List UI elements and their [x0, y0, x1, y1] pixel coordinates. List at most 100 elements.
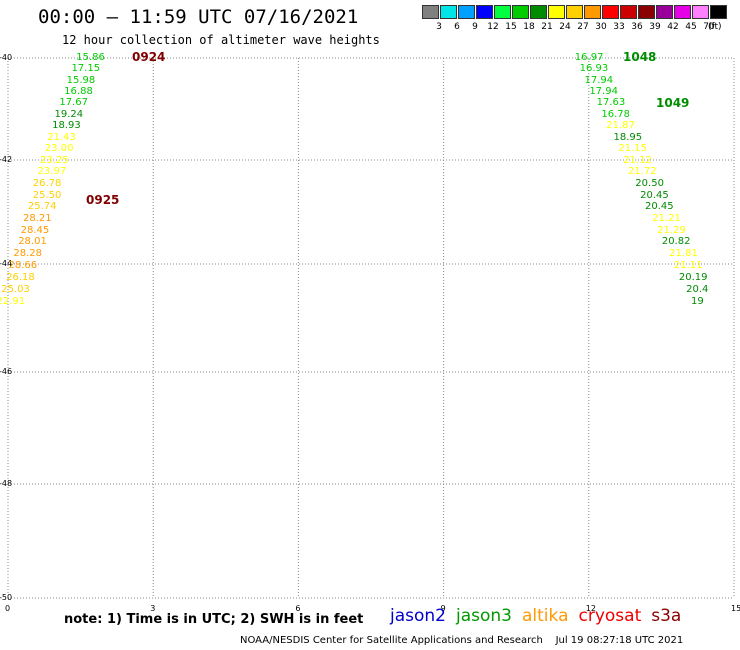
scale-tick-label: 21	[541, 22, 553, 32]
swh-value-label: 17.94	[584, 74, 614, 86]
scale-swatch	[458, 5, 475, 19]
scale-swatch	[440, 5, 457, 19]
satellite-legend-item: altika	[522, 606, 569, 626]
swh-value-label: 20.19	[678, 272, 708, 284]
satellite-legend-item: jason2	[390, 606, 446, 626]
swh-value-label: 23.97	[37, 166, 67, 178]
scale-unit-label: (ft)	[708, 22, 722, 32]
latitude-tick-label: -40	[0, 53, 13, 62]
pass-time-label: 1048	[623, 50, 657, 64]
pass-time-label: 1049	[656, 96, 690, 110]
satellite-legend-item: cryosat	[578, 606, 642, 626]
swh-value-label: 16.78	[601, 109, 631, 121]
scale-tick-label: 36	[631, 22, 643, 32]
swh-value-label: 26.78	[32, 177, 62, 189]
longitude-tick-label: 9	[440, 604, 446, 613]
scale-tick-label: 12	[487, 22, 499, 32]
swh-value-label: 17.94	[589, 86, 618, 98]
swh-value-label: 20.82	[661, 236, 691, 248]
scale-swatch	[620, 5, 637, 19]
swh-value-label: 16.97	[574, 52, 604, 63]
swh-value-label: 22.91	[0, 296, 26, 308]
latitude-tick-label: -42	[0, 155, 13, 164]
credit-line: NOAA/NESDIS Center for Satellite Applica…	[240, 635, 684, 646]
swh-value-label: 26.18	[6, 272, 35, 284]
latitude-tick-label: -46	[0, 367, 13, 376]
satellite-legend-item: jason3	[456, 606, 512, 626]
longitude-tick-label: 0	[5, 604, 11, 613]
swh-value-label: 23.25	[39, 155, 69, 167]
map-title: 00:00 — 11:59 UTC 07/16/2021	[38, 6, 359, 28]
map-subtitle: 12 hour collection of altimeter wave hei…	[62, 33, 380, 47]
scale-tick-label: 15	[505, 22, 517, 32]
swh-value-label: 20.50	[635, 177, 664, 189]
pass-time-label: 0925	[86, 193, 120, 207]
scale-swatch	[494, 5, 511, 19]
swh-value-label: 28.21	[23, 213, 52, 225]
scale-tick-label: 45	[685, 22, 697, 32]
longitude-tick-label: 15	[731, 604, 740, 613]
latitude-tick-label: -44	[0, 259, 13, 268]
scale-tick-label: 70	[703, 22, 715, 32]
swh-value-label: 18.93	[52, 120, 81, 132]
longitude-tick-label: 6	[295, 604, 301, 613]
swh-value-label: 17.67	[59, 97, 88, 109]
swh-value-label: 18.95	[613, 132, 643, 144]
scale-tick-label: 3	[436, 22, 442, 32]
swh-value-label: 28.28	[13, 248, 42, 260]
swh-value-label: 25.74	[27, 201, 57, 213]
swh-value-label: 28.01	[18, 236, 47, 248]
swh-value-label: 21.21	[652, 213, 681, 225]
swh-value-label: 20.45	[640, 189, 669, 201]
scale-tick-label: 18	[523, 22, 535, 32]
swh-value-label: 21.43	[47, 132, 76, 144]
longitude-tick-label: 3	[150, 604, 156, 613]
swh-value-label: 21.29	[657, 224, 686, 236]
pass-time-label: 0924	[132, 50, 166, 64]
scale-swatch	[530, 5, 547, 19]
swh-value-label: 15.98	[66, 74, 96, 86]
footnote: note: 1) Time is in UTC; 2) SWH is in fe…	[64, 612, 364, 627]
scale-swatch	[476, 5, 493, 19]
swh-value-label: 16.88	[64, 86, 93, 98]
satellite-legend: jason2 jason3 altika cryosat s3a	[390, 606, 691, 626]
swh-value-label: 17.15	[71, 63, 101, 75]
swh-value-label: 21.15	[618, 143, 647, 155]
swh-value-label: 25.03	[1, 283, 30, 295]
scale-tick-label: 30	[595, 22, 607, 32]
swh-value-label: 21.72	[628, 166, 657, 178]
swh-value-label: 20.4	[686, 283, 709, 295]
swh-value-label: 21.11	[674, 259, 703, 271]
swh-value-label: 21.81	[669, 248, 698, 260]
scale-swatch	[584, 5, 601, 19]
scale-swatch	[548, 5, 565, 19]
swh-value-label: 28.66	[8, 259, 38, 271]
swh-value-label: 25.50	[32, 189, 62, 201]
swh-value-label: 19	[690, 296, 704, 308]
scale-tick-label: 27	[577, 22, 589, 32]
scale-swatch	[710, 5, 727, 19]
scale-swatch	[674, 5, 691, 19]
longitude-tick-label: 12	[585, 604, 596, 613]
scale-tick-label: 39	[649, 22, 661, 32]
latitude-tick-label: -48	[0, 479, 13, 488]
satellite-legend-item: s3a	[651, 606, 682, 626]
scale-swatch	[692, 5, 709, 19]
swh-value-label: 21.87	[606, 120, 635, 132]
scale-tick-label: 42	[667, 22, 679, 32]
scale-swatch	[566, 5, 583, 19]
scale-swatch	[602, 5, 619, 19]
scale-tick-label: 9	[472, 22, 478, 32]
scale-swatch	[656, 5, 673, 19]
scale-tick-label: 24	[559, 22, 571, 32]
swh-value-label: 16.93	[579, 63, 609, 75]
swh-value-label: 17.63	[596, 97, 626, 109]
swh-value-label: 20.45	[644, 201, 674, 213]
scale-swatch	[638, 5, 655, 19]
scale-tick-label: 6	[454, 22, 460, 32]
scale-tick-label: 33	[613, 22, 625, 32]
latitude-tick-label: -50	[0, 593, 13, 602]
swh-value-label: 21.12	[623, 155, 652, 167]
swh-value-label: 19.24	[54, 109, 84, 121]
